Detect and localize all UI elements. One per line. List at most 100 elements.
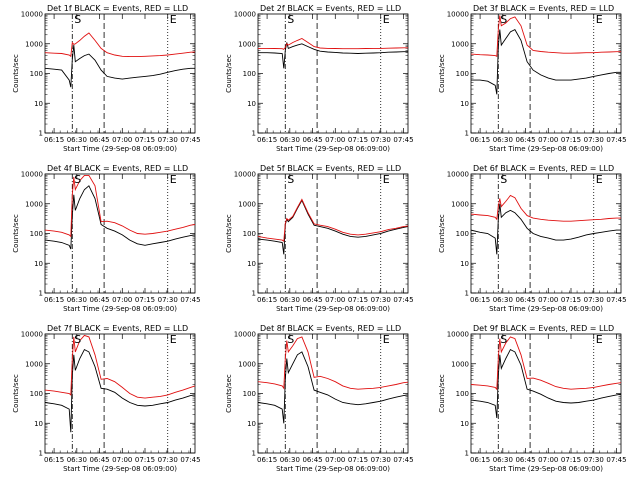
x-tick-label: 07:00: [325, 296, 345, 304]
series-red-line: [45, 174, 195, 238]
chart-title: Det 3f BLACK = Events, RED = LLD: [473, 4, 614, 13]
x-tick-label: 07:30: [584, 136, 604, 144]
y-tick-label: 1: [39, 290, 43, 298]
x-tick-label: 07:00: [325, 136, 345, 144]
y-axis-label: Counts/sec: [438, 54, 446, 93]
x-tick-label: 07:45: [180, 456, 200, 464]
x-axis-label: Start Time (29-Sep-08 06:09:00): [276, 465, 390, 473]
y-tick-label: 10000: [21, 331, 43, 339]
x-tick-label: 07:00: [112, 136, 132, 144]
y-tick-label: 100: [243, 70, 256, 78]
x-axis-label: Start Time (29-Sep-08 06:09:00): [489, 145, 603, 153]
x-tick-label: 06:15: [44, 136, 64, 144]
y-tick-label: 10000: [21, 171, 43, 179]
panel-det-3: Det 3f BLACK = Events, RED = LLD 1 10 100 10…: [438, 4, 627, 153]
series-black-line: [45, 348, 195, 433]
x-tick-label: 06:45: [302, 136, 322, 144]
series-black-line: [471, 29, 621, 95]
event-marker-E: E: [383, 333, 390, 346]
x-tick-label: 06:15: [257, 296, 277, 304]
chart-title: Det 9f BLACK = Events, RED = LLD: [473, 324, 614, 333]
y-tick-label: 100: [456, 390, 469, 398]
event-marker-S: S: [500, 13, 507, 26]
y-tick-label: 10: [247, 100, 256, 108]
x-tick-label: 06:30: [493, 136, 513, 144]
y-tick-label: 100: [456, 70, 469, 78]
series-red-line: [471, 15, 621, 57]
x-tick-label: 06:45: [89, 296, 109, 304]
series-black-line: [258, 199, 408, 255]
y-tick-label: 10: [34, 100, 43, 108]
event-marker-E: E: [170, 173, 177, 186]
x-tick-label: 06:45: [89, 456, 109, 464]
y-tick-label: 100: [243, 390, 256, 398]
y-tick-label: 1000: [25, 200, 43, 208]
y-tick-label: 1: [465, 450, 469, 458]
x-axis-label: Start Time (29-Sep-08 06:09:00): [489, 465, 603, 473]
x-tick-label: 07:00: [538, 296, 558, 304]
x-tick-label: 06:30: [493, 456, 513, 464]
plot-frame: [257, 13, 409, 134]
y-tick-label: 10000: [234, 11, 256, 19]
x-tick-label: 07:30: [584, 456, 604, 464]
y-tick-label: 100: [30, 230, 43, 238]
x-tick-label: 07:00: [112, 296, 132, 304]
series-red-line: [471, 336, 621, 391]
y-tick-label: 100: [243, 230, 256, 238]
x-tick-label: 06:15: [257, 136, 277, 144]
x-tick-label: 07:30: [371, 136, 391, 144]
y-axis-label: Counts/sec: [225, 214, 233, 253]
x-tick-label: 07:45: [180, 136, 200, 144]
chart-title: Det 8f BLACK = Events, RED = LLD: [260, 324, 401, 333]
y-tick-label: 100: [30, 70, 43, 78]
x-tick-label: 07:30: [158, 136, 178, 144]
panel-det-8: Det 8f BLACK = Events, RED = LLD 1 10 100 10…: [225, 324, 414, 473]
panel-det-2: Det 2f BLACK = Events, RED = LLD 1 10 100 10…: [225, 4, 414, 153]
event-marker-E: E: [596, 173, 603, 186]
series-black-line: [45, 45, 195, 88]
y-tick-label: 10000: [21, 11, 43, 19]
x-axis-label: Start Time (29-Sep-08 06:09:00): [276, 305, 390, 313]
x-tick-label: 07:15: [348, 136, 368, 144]
y-tick-label: 10000: [234, 331, 256, 339]
y-tick-label: 1: [39, 450, 43, 458]
plot-frame: [257, 333, 409, 454]
plot-frame: [470, 173, 622, 294]
x-tick-label: 06:45: [515, 296, 535, 304]
y-tick-label: 1: [465, 290, 469, 298]
plot-frame: [470, 13, 622, 134]
x-axis-label: Start Time (29-Sep-08 06:09:00): [63, 465, 177, 473]
x-tick-label: 07:00: [325, 456, 345, 464]
y-tick-label: 1000: [25, 40, 43, 48]
x-tick-label: 06:30: [280, 136, 300, 144]
x-tick-label: 07:15: [135, 136, 155, 144]
y-tick-label: 1: [252, 290, 256, 298]
x-tick-label: 06:15: [470, 456, 490, 464]
panel-det-6: Det 6f BLACK = Events, RED = LLD 1 10 100 10…: [438, 164, 627, 313]
y-tick-label: 10000: [447, 171, 469, 179]
y-tick-label: 10: [460, 260, 469, 268]
x-tick-label: 06:30: [67, 136, 87, 144]
x-tick-label: 07:00: [538, 456, 558, 464]
y-axis-label: Counts/sec: [438, 374, 446, 413]
y-axis-label: Counts/sec: [225, 374, 233, 413]
plot-frame: [257, 173, 409, 294]
x-tick-label: 07:30: [158, 296, 178, 304]
x-axis-label: Start Time (29-Sep-08 06:09:00): [63, 145, 177, 153]
series-red-line: [258, 336, 408, 390]
x-tick-label: 06:30: [493, 296, 513, 304]
y-axis-label: Counts/sec: [438, 214, 446, 253]
x-tick-label: 07:15: [135, 296, 155, 304]
x-tick-label: 07:15: [135, 456, 155, 464]
event-marker-S: S: [74, 13, 81, 26]
series-black-line: [258, 42, 408, 69]
x-tick-label: 07:30: [584, 296, 604, 304]
y-tick-label: 1000: [451, 360, 469, 368]
event-marker-E: E: [170, 13, 177, 26]
series-red-line: [471, 194, 621, 222]
x-tick-label: 06:15: [44, 456, 64, 464]
y-tick-label: 10000: [447, 11, 469, 19]
x-tick-label: 07:45: [180, 296, 200, 304]
x-tick-label: 07:30: [158, 456, 178, 464]
x-tick-label: 06:30: [280, 456, 300, 464]
